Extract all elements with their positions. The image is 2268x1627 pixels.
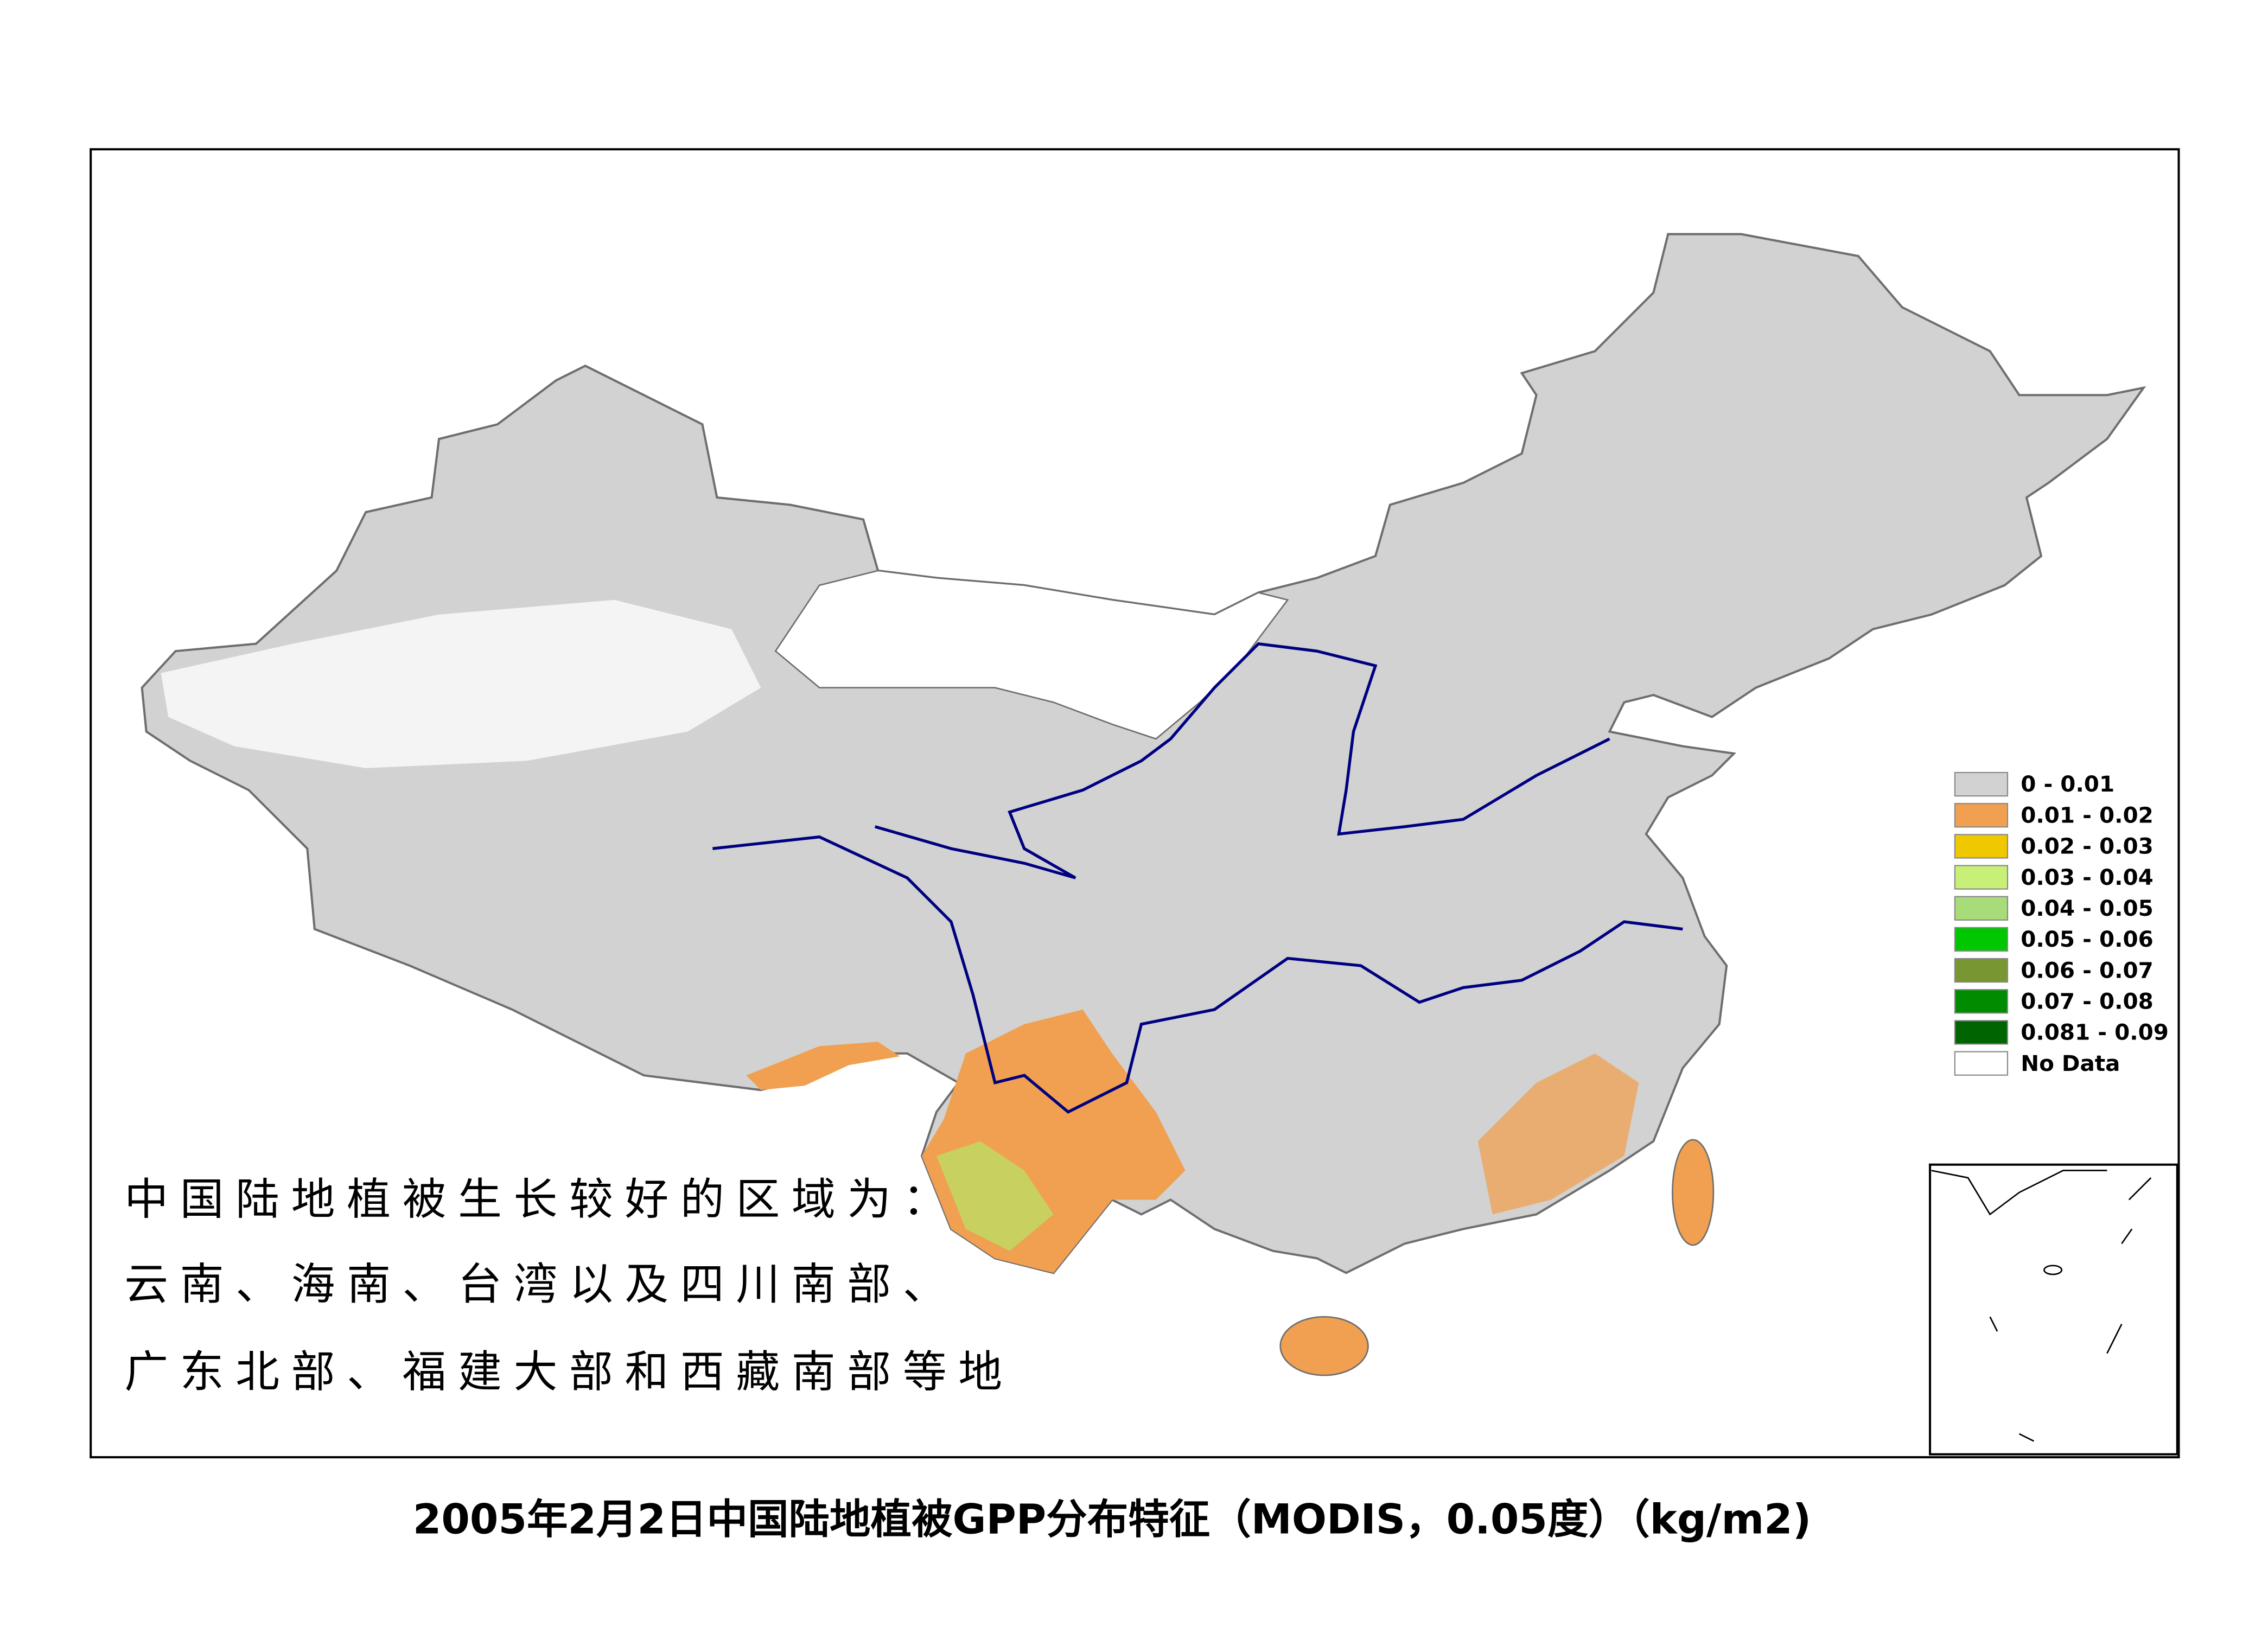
gpp-yunnan-high [936,1141,1054,1251]
legend-label: No Data [2021,1050,2120,1076]
annotation-line: 中国陆地植被生长较好的区域为： [124,1174,958,1225]
legend-label: 0.07 - 0.08 [2021,988,2153,1014]
legend-label: 0.03 - 0.04 [2021,864,2153,890]
legend-label: 0.04 - 0.05 [2021,895,2153,921]
legend-label: 0 - 0.01 [2021,771,2114,797]
legend-swatch [1954,1051,2009,1076]
legend-swatch [1954,803,2009,828]
legend-swatch [1954,989,2009,1014]
legend-swatch [1954,865,2009,890]
inset-island [2043,1265,2063,1275]
annotation-line: 广东北部、福建大部和西藏南部等地 [124,1347,1014,1398]
legend-label: 0.02 - 0.03 [2021,833,2153,859]
legend-label: 0.081 - 0.09 [2021,1019,2169,1045]
annotation-line: 云南、海南、台湾以及四川南部、 [124,1259,958,1310]
hainan [1279,1316,1369,1376]
gpp-south [1477,1053,1639,1215]
legend-label: 0.05 - 0.06 [2021,926,2153,952]
legend-label: 0.01 - 0.02 [2021,802,2153,828]
yellow-river [874,642,1610,879]
inset-dashes [1989,1177,2152,1442]
legend-swatch [1954,896,2009,921]
legend-swatch [1954,1020,2009,1045]
legend-label: 0.06 - 0.07 [2021,957,2153,983]
inset-coast [1931,1170,2107,1216]
legend-swatch [1954,834,2009,859]
legend: 0 - 0.01 0.01 - 0.02 0.02 - 0.03 0.03 - 0.0… [1954,771,2169,1076]
map-title: 2005年2月2日中国陆地植被GPP分布特征（MODIS，0.05度）（kg/m… [413,1495,1811,1543]
legend-swatch [1954,771,2009,797]
yangtze-river [712,835,1683,1114]
no-data-region [774,570,1289,740]
inset-frame [1929,1163,2178,1456]
taiwan [1672,1139,1715,1246]
no-data-region [161,599,761,768]
inset-map [1929,1163,2178,1456]
legend-swatch [1954,958,2009,983]
gpp-tibet [746,1042,900,1090]
legend-swatch [1954,927,2009,952]
